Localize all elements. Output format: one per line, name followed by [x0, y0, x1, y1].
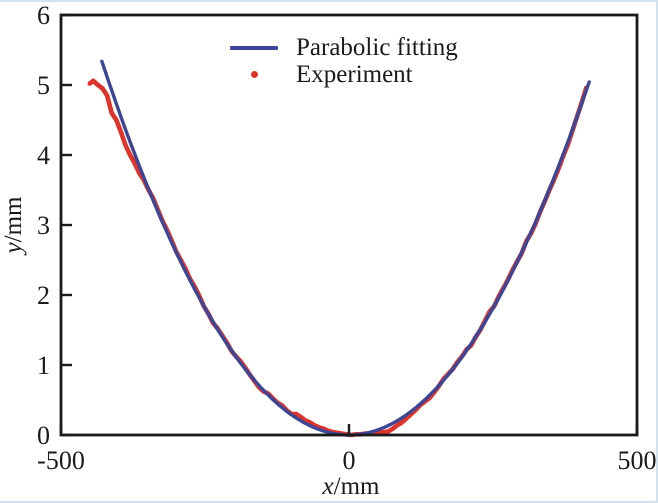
- legend-label: Experiment: [296, 61, 413, 88]
- y-tick-label: 6: [37, 2, 50, 30]
- legend-dot-sample: [230, 71, 296, 78]
- plot-frame: [59, 13, 639, 437]
- fit-line-icon: [230, 45, 278, 50]
- legend: Parabolic fitting Experiment: [230, 34, 458, 88]
- legend-line-sample: [230, 45, 296, 50]
- y-tick-label: 4: [37, 141, 50, 170]
- x-axis-unit: /mm: [333, 473, 380, 500]
- y-tick-label: 3: [37, 211, 50, 240]
- y-tick-label: 2: [37, 281, 50, 310]
- y-tick-label: 0: [37, 421, 50, 450]
- legend-label: Parabolic fitting: [296, 34, 458, 61]
- y-tick-label: 5: [37, 71, 50, 100]
- x-tick-label: -500: [37, 446, 85, 475]
- legend-item-parabolic-fitting: Parabolic fitting: [230, 34, 458, 61]
- x-tick-label: 500: [618, 446, 657, 475]
- y-axis-unit: /mm: [0, 196, 27, 243]
- x-axis-title: x/mm: [323, 473, 380, 501]
- scatter-dot-icon: [251, 71, 258, 78]
- x-axis-variable: x: [322, 473, 334, 500]
- parabolic-fit-line: [100, 59, 591, 437]
- y-tick-label: 1: [37, 351, 50, 380]
- x-tick-label: 0: [343, 446, 356, 475]
- legend-item-experiment: Experiment: [230, 61, 458, 88]
- experiment-scatter-series: [87, 78, 589, 438]
- y-axis-variable: y: [0, 242, 27, 254]
- y-axis-title: y/mm: [0, 185, 29, 265]
